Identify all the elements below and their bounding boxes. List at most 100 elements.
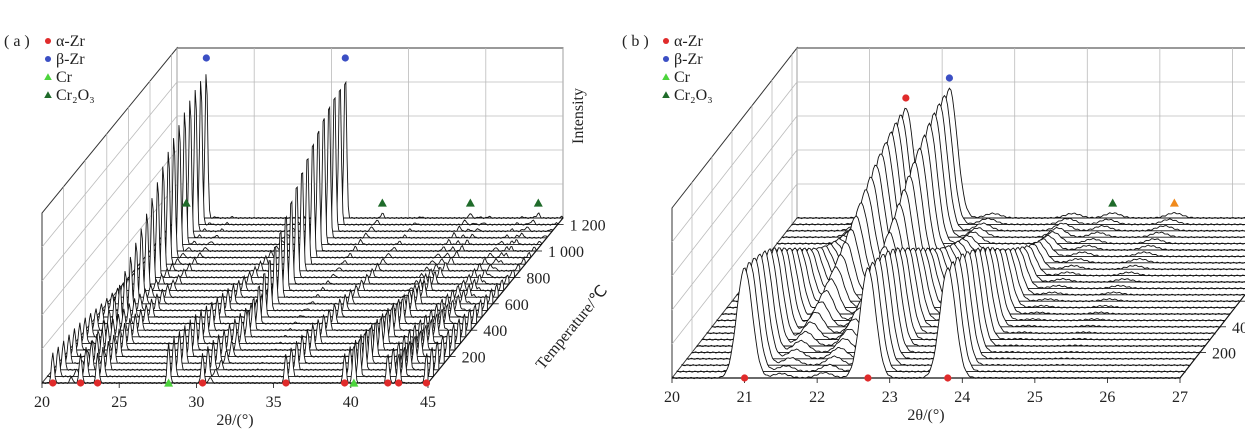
phase-marker	[349, 378, 359, 387]
phase-marker	[395, 379, 403, 387]
y-tick-label: 400	[1232, 320, 1245, 337]
phase-marker	[902, 94, 910, 102]
panel-label: ( a )	[4, 33, 30, 50]
legend-marker	[44, 91, 52, 99]
phase-marker	[198, 379, 207, 387]
pattern-curve	[149, 125, 537, 253]
y-tick-label: 1 200	[570, 218, 606, 235]
legend-label: Cr	[674, 69, 691, 86]
pattern-curve	[127, 182, 515, 279]
wall	[176, 47, 564, 219]
pattern-curve	[786, 103, 1245, 232]
phase-marker	[341, 54, 349, 62]
legend-marker	[44, 37, 52, 45]
phase-marker	[864, 374, 872, 382]
x-tick-label: 24	[954, 389, 970, 406]
phase-marker	[77, 379, 85, 387]
wall-grid-line	[671, 149, 798, 311]
phase-marker	[93, 379, 102, 387]
x-tick-label: 35	[266, 394, 282, 411]
phase-marker	[465, 198, 475, 207]
phase-marker	[945, 74, 954, 82]
phase-marker	[1169, 198, 1179, 207]
y-tick-label: 600	[505, 297, 529, 314]
panel-label: ( b )	[622, 33, 649, 50]
x-tick-label: 25	[111, 394, 127, 411]
legend-marker	[662, 91, 670, 99]
legend-label: α-Zr	[674, 33, 703, 50]
legend-label: Cr	[56, 69, 73, 86]
wall-grid-line	[41, 81, 178, 248]
phase-marker	[164, 378, 174, 387]
phase-marker	[49, 379, 57, 387]
x-tick-label: 45	[420, 394, 436, 411]
pattern-curve	[154, 112, 542, 246]
legend-label: β-Zr	[674, 51, 703, 68]
phase-marker	[341, 379, 349, 387]
x-tick-label: 26	[1099, 389, 1115, 406]
pattern-curve	[771, 134, 1245, 252]
wall-grid-line	[41, 115, 178, 282]
pattern-curve	[46, 336, 434, 378]
phase-marker	[181, 198, 191, 207]
phase-marker	[384, 379, 392, 387]
y-tick-label: 200	[1212, 345, 1236, 362]
x-tick-label: 27	[1172, 389, 1188, 406]
pattern-curve	[138, 151, 526, 266]
phase-marker	[282, 379, 290, 387]
pattern-curve	[100, 256, 488, 312]
y-tick-label: 800	[526, 270, 550, 287]
legend-marker	[44, 55, 52, 63]
legend-label: Cr₂O₃	[56, 87, 95, 104]
x-axis-label: 2θ/(°)	[216, 412, 253, 429]
pattern-curve	[106, 242, 494, 306]
pattern-curve	[781, 112, 1245, 239]
wall-grid-line	[671, 81, 798, 243]
legend-marker	[44, 73, 52, 81]
phase-marker	[740, 374, 749, 382]
y-tick-label: 400	[483, 323, 507, 340]
legend-marker	[662, 73, 670, 81]
pattern-curve	[95, 271, 483, 319]
pattern-curve	[160, 100, 548, 239]
x-tick-label: 40	[343, 394, 359, 411]
phase-marker	[422, 379, 431, 387]
pattern-curve	[171, 81, 559, 227]
legend-label: α-Zr	[56, 33, 85, 50]
legend-marker	[662, 55, 670, 63]
phase-marker	[533, 198, 543, 207]
wall-grid-line	[41, 183, 178, 350]
x-tick-label: 20	[664, 389, 680, 406]
pattern-curve	[144, 138, 532, 259]
legend-label: β-Zr	[56, 51, 85, 68]
phase-marker	[1108, 198, 1118, 207]
phase-marker	[202, 54, 210, 62]
z-axis-label: Intensity	[570, 88, 587, 144]
y-tick-label: 1 000	[548, 244, 584, 261]
pattern-curve	[111, 228, 499, 299]
panel: 20 25 30 35 40 45 200 400 600 800 1 000 1 200 2θ/(°)…	[4, 33, 611, 429]
legend-label: Cr₂O₃	[674, 87, 713, 104]
x-tick-label: 20	[34, 394, 50, 411]
y-axis	[1179, 293, 1245, 379]
x-tick-label: 23	[882, 389, 898, 406]
x-tick-label: 22	[809, 389, 825, 406]
x-tick-label: 21	[737, 389, 753, 406]
phase-marker	[944, 374, 952, 382]
y-axis-label: Temperature/℃	[533, 282, 611, 373]
y-tick-label: 200	[462, 350, 486, 367]
wall-grid-line	[671, 183, 798, 345]
x-tick-label: 25	[1027, 389, 1043, 406]
phase-marker	[377, 198, 387, 207]
y-axis	[427, 217, 564, 384]
pattern-curve	[117, 213, 505, 292]
pattern-curve	[133, 166, 521, 273]
pattern-curve	[176, 74, 564, 220]
wall-grid-line	[41, 149, 178, 316]
pattern-curve	[165, 89, 553, 233]
pattern-curve	[122, 198, 510, 286]
legend-marker	[662, 37, 670, 45]
wall-grid-line	[671, 115, 798, 277]
